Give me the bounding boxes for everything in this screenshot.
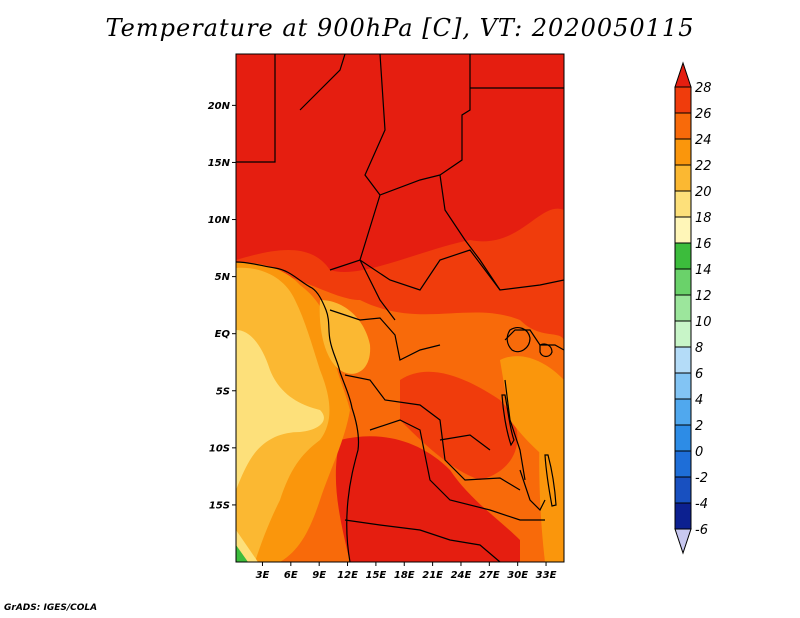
colorbar-label: 26 xyxy=(695,107,712,122)
colorbar-label: -6 xyxy=(695,523,708,538)
map-frame xyxy=(235,53,565,563)
temperature-field xyxy=(236,54,564,562)
colorbar-label: 6 xyxy=(695,367,703,382)
lon-tick-label: 6E xyxy=(284,570,298,581)
country-borders xyxy=(236,54,564,562)
lon-tick-label: 3E xyxy=(256,570,270,581)
colorbar-label: 2 xyxy=(695,419,703,434)
colorbar-swatch xyxy=(674,372,692,400)
colorbar-swatch xyxy=(674,61,692,88)
colorbar-label: 14 xyxy=(695,263,712,278)
colorbar-label: -4 xyxy=(695,497,708,512)
colorbar-label: 4 xyxy=(695,393,703,408)
colorbar-swatch xyxy=(674,294,692,322)
colorbar-label: 20 xyxy=(695,185,712,200)
colorbar-swatch xyxy=(674,216,692,244)
lon-tick-label: 9E xyxy=(312,570,326,581)
colorbar-swatch xyxy=(674,476,692,504)
lat-tick-label: 5S xyxy=(216,386,230,397)
colorbar-swatch xyxy=(674,242,692,270)
lon-tick-label: 24E xyxy=(451,570,472,581)
colorbar-swatch xyxy=(674,320,692,348)
colorbar-swatch xyxy=(674,112,692,140)
chart-title: Temperature at 900hPa [C], VT: 202005011… xyxy=(105,14,695,42)
colorbar-swatch xyxy=(674,190,692,218)
lakes xyxy=(501,327,557,507)
colorbar-label: 12 xyxy=(695,289,712,304)
colorbar-label: 16 xyxy=(695,237,712,252)
lat-tick-label: 15S xyxy=(209,500,230,511)
colorbar-swatch xyxy=(674,346,692,374)
colorbar-label: 18 xyxy=(695,211,712,226)
colorbar-label: 0 xyxy=(695,445,703,460)
colorbar-label: -2 xyxy=(695,471,708,486)
lon-tick-label: 27E xyxy=(479,570,500,581)
colorbar-swatch xyxy=(674,528,692,555)
colorbar-swatch xyxy=(674,268,692,296)
lon-tick-label: 18E xyxy=(394,570,415,581)
longitude-axis: 3E 6E 9E 12E 15E 18E 21E 24E 27E 30E 33E xyxy=(256,562,557,581)
colorbar-label: 8 xyxy=(695,341,703,356)
colorbar-swatch xyxy=(674,398,692,426)
lon-tick-label: 30E xyxy=(507,570,528,581)
lat-tick-label: 10N xyxy=(208,215,231,226)
lat-tick-label: 15N xyxy=(208,158,231,169)
colorbar-swatch xyxy=(674,424,692,452)
colorbar-swatch xyxy=(674,164,692,192)
colorbar-label: 22 xyxy=(695,159,712,174)
colorbar-label: 24 xyxy=(695,133,712,148)
colorbar-label: 10 xyxy=(695,315,712,330)
latitude-axis: 20N 15N 10N 5N EQ 5S 10S 15S xyxy=(208,101,236,511)
colorbar-label: 28 xyxy=(695,81,712,96)
colorbar-swatch xyxy=(674,138,692,166)
lon-tick-label: 33E xyxy=(536,570,557,581)
lat-tick-label: 5N xyxy=(215,272,231,283)
colorbar-swatch xyxy=(674,502,692,530)
lat-tick-label: 10S xyxy=(209,443,230,454)
lat-tick-label: EQ xyxy=(215,329,231,340)
lat-tick-label: 20N xyxy=(208,101,231,112)
credit-text: GrADS: IGES/COLA xyxy=(4,603,98,613)
colorbar-swatch xyxy=(674,450,692,478)
colorbar-swatch xyxy=(674,86,692,114)
lon-tick-label: 21E xyxy=(422,570,443,581)
lon-tick-label: 15E xyxy=(366,570,387,581)
lon-tick-label: 12E xyxy=(337,570,358,581)
